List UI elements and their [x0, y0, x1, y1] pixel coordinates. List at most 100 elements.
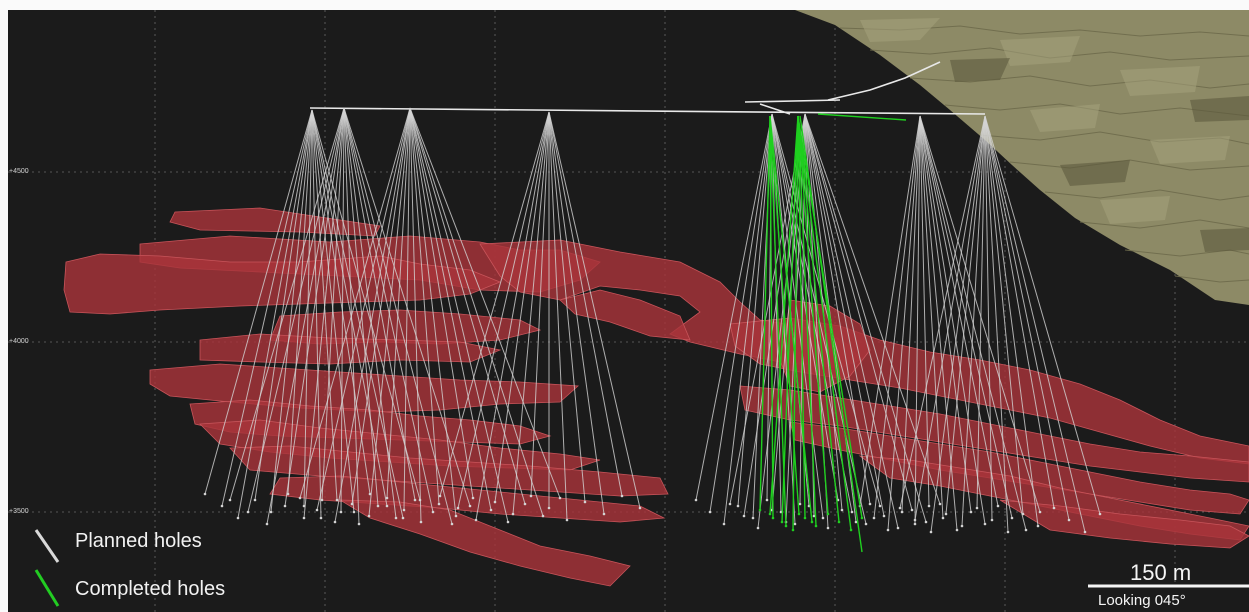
planned-hole	[409, 107, 561, 499]
planned-hole-end	[1036, 524, 1040, 528]
completed-hole	[781, 115, 799, 523]
planned-hole-end	[541, 514, 545, 518]
planned-hole-end	[350, 502, 354, 506]
planned-hole	[771, 113, 853, 513]
planned-hole	[386, 107, 411, 499]
planned-hole	[316, 107, 411, 511]
planned-hole-end	[1067, 518, 1071, 522]
completed-hole	[769, 115, 774, 519]
planned-hole-end	[742, 514, 746, 518]
planned-hole	[409, 107, 526, 505]
planned-hole-end	[511, 512, 515, 516]
planned-hole-end	[955, 528, 959, 532]
planned-hole-end	[793, 522, 797, 526]
planned-hole	[409, 107, 440, 505]
pit-surface	[795, 10, 1249, 305]
ore-lens	[169, 207, 381, 237]
elevation-label: +4000	[9, 338, 29, 345]
planned-hole-end	[756, 526, 760, 530]
planned-hole-end	[394, 516, 398, 520]
planned-hole-end	[357, 522, 361, 526]
planned-hole	[409, 107, 492, 511]
planned-hole	[984, 115, 1039, 527]
planned-hole-end	[1098, 512, 1102, 516]
planned-hole-end	[927, 504, 931, 508]
planned-hole	[859, 115, 921, 507]
planned-hole-end	[751, 516, 755, 520]
planned-hole-end	[938, 502, 942, 506]
completed-hole	[769, 115, 787, 527]
planned-hole	[804, 113, 871, 505]
planned-hole-end	[722, 522, 726, 526]
planned-hole-end	[302, 516, 306, 520]
planned-hole-end	[798, 502, 802, 506]
planned-hole-end	[868, 502, 872, 506]
planned-hole-end	[1052, 506, 1056, 510]
planned-hole-end	[765, 498, 769, 502]
planned-hole	[548, 111, 623, 497]
planned-hole	[709, 113, 773, 513]
planned-hole-end	[236, 516, 240, 520]
planned-hole	[284, 107, 345, 507]
planned-hole	[343, 107, 434, 513]
planned-hole	[737, 113, 773, 507]
planned-hole-end	[638, 506, 642, 510]
planned-hole-end	[489, 508, 493, 512]
planned-hole	[984, 115, 1024, 515]
completed-hole-end	[784, 524, 788, 528]
planned-hole	[229, 107, 345, 501]
planned-hole	[729, 113, 806, 505]
completed-hole-end	[803, 516, 807, 520]
planned-hole	[771, 113, 824, 519]
planned-hole-end	[694, 498, 698, 502]
planned-hole-end	[929, 530, 933, 534]
planned-hole-end	[812, 514, 816, 518]
planned-hole-end	[437, 502, 441, 506]
planned-hole	[919, 115, 986, 525]
planned-hole-end	[1010, 516, 1014, 520]
planned-hole	[548, 111, 641, 509]
completed-hole-end	[768, 512, 772, 516]
planned-hole	[976, 115, 986, 509]
completed-hole-end	[826, 512, 830, 516]
planned-hole-end	[220, 504, 224, 508]
planned-hole-end	[506, 520, 510, 524]
planned-hole	[303, 109, 313, 507]
planned-hole	[254, 109, 313, 501]
planned-hole-end	[941, 516, 945, 520]
planned-hole-end	[620, 494, 624, 498]
planned-hole	[303, 107, 345, 519]
ore-lens	[149, 363, 579, 413]
planned-hole-end	[821, 516, 825, 520]
planned-hole-end	[864, 522, 868, 526]
planned-hole-end	[1021, 512, 1025, 516]
planned-hole-end	[385, 496, 389, 500]
planned-hole-end	[456, 506, 460, 510]
completed-hole	[797, 115, 817, 527]
planned-hole	[548, 111, 586, 503]
planned-hole	[475, 111, 550, 521]
planned-hole	[221, 109, 313, 507]
planned-hole	[723, 113, 773, 525]
planned-hole-end	[269, 510, 273, 514]
planned-hole-end	[913, 522, 917, 526]
planned-hole-end	[385, 504, 389, 508]
planned-hole-end	[265, 522, 269, 526]
completed-hole	[797, 115, 852, 531]
planned-hole	[237, 109, 313, 519]
completed-hole-end	[780, 520, 784, 524]
planned-hole-end	[898, 506, 902, 510]
completed-holes-legend-label: Completed holes	[75, 578, 226, 600]
completed-hole-end	[797, 512, 801, 516]
planned-hole	[409, 107, 457, 517]
planned-hole-end	[352, 510, 356, 514]
planned-hole-end	[886, 528, 890, 532]
planned-hole	[311, 109, 371, 495]
planned-hole-end	[319, 516, 323, 520]
planned-hole	[512, 111, 550, 515]
planned-hole	[311, 109, 322, 519]
planned-hole	[961, 115, 986, 527]
planned-hole	[343, 107, 379, 507]
